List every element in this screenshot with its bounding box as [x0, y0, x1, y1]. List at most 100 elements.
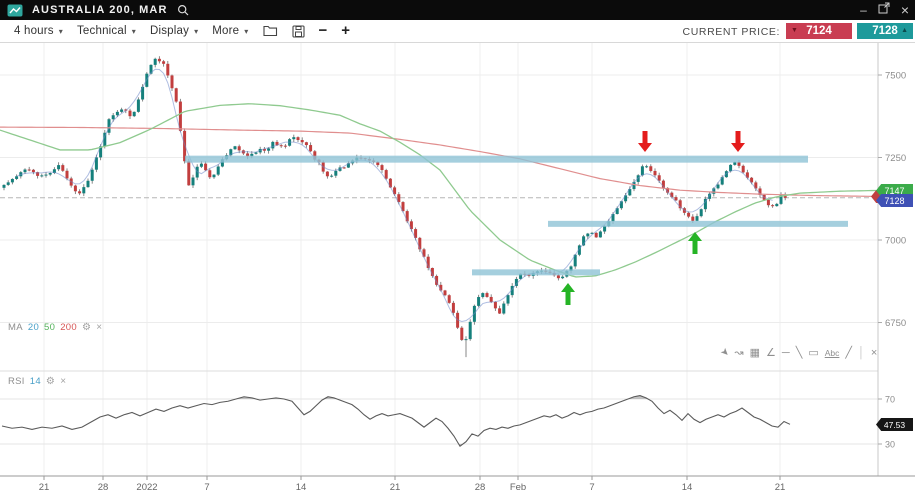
chart-toolbar: 4 hours ▾ Technical ▾ Display ▾ More ▾ − + C…: [0, 20, 915, 43]
line-tool[interactable]: ╱: [845, 347, 852, 359]
candle: [716, 184, 720, 189]
open-folder-icon[interactable]: [262, 25, 278, 37]
candle: [157, 58, 161, 62]
candle: [31, 169, 35, 173]
candle: [296, 137, 300, 141]
save-icon[interactable]: [291, 24, 305, 38]
minimize-button[interactable]: –: [860, 3, 867, 17]
candle: [712, 188, 716, 194]
price-axis-label: 7000: [885, 236, 906, 247]
candle: [40, 175, 44, 177]
candle: [237, 146, 241, 151]
candle: [115, 111, 119, 116]
close-tool[interactable]: ×: [870, 347, 878, 359]
candle: [388, 178, 392, 188]
text-tool[interactable]: Abc: [824, 348, 840, 358]
candle: [506, 295, 510, 304]
time-axis-label: 14: [296, 482, 307, 493]
candle: [107, 119, 111, 133]
buy-price-button[interactable]: 7128 ▲: [857, 23, 913, 39]
ma50-price-tag: 7147: [876, 184, 913, 197]
chevron-down-icon: ▾: [194, 26, 199, 36]
candle: [632, 181, 636, 190]
instrument-title: AUSTRALIA 200, MAR: [32, 4, 168, 16]
rsi-line: [1, 395, 791, 448]
pointer-tool[interactable]: ➤: [717, 345, 732, 360]
candle: [405, 211, 409, 222]
rsi-axis-label: 70: [885, 395, 895, 405]
chevron-down-icon: ▾: [131, 26, 136, 36]
display-dropdown[interactable]: Display ▾: [149, 25, 199, 37]
green-up-arrow: [561, 283, 575, 305]
zoom-in-button[interactable]: +: [341, 22, 351, 39]
candle: [422, 249, 426, 257]
candle: [397, 194, 401, 203]
channel-tool[interactable]: ∠: [766, 347, 776, 359]
trendline-tool[interactable]: ╲: [795, 347, 803, 359]
candle: [346, 163, 350, 168]
candle: [678, 200, 682, 209]
rsi-indicator-label: RSI 14 ⚙ ×: [8, 376, 66, 387]
candle: [754, 182, 758, 189]
horizontal-line-tool[interactable]: ─: [781, 347, 790, 359]
rsi-label-text: RSI: [8, 376, 25, 387]
candle: [766, 199, 770, 206]
candle: [649, 166, 653, 171]
candle: [136, 99, 140, 112]
candle: [724, 171, 728, 178]
candle: [594, 232, 598, 238]
candle: [380, 165, 384, 171]
candle: [758, 188, 762, 195]
candle: [666, 187, 670, 193]
rsi-axis-label: 30: [885, 440, 895, 450]
candle: [657, 175, 661, 181]
candle: [233, 146, 237, 150]
close-button[interactable]: ×: [900, 2, 909, 18]
candle: [733, 162, 737, 165]
candle: [489, 296, 493, 302]
candle: [569, 266, 573, 271]
candle: [779, 194, 783, 204]
popout-button[interactable]: [878, 1, 890, 19]
rectangle-tool[interactable]: ▭: [808, 347, 819, 359]
close-icon[interactable]: ×: [60, 376, 67, 387]
support_low-level-band: [472, 269, 600, 276]
sell-price-button[interactable]: ▼ 7124: [786, 23, 852, 39]
candle: [279, 145, 283, 147]
candle: [313, 151, 317, 160]
more-dropdown[interactable]: More ▾: [212, 25, 249, 37]
candle: [628, 189, 632, 196]
interval-dropdown[interactable]: 4 hours ▾: [14, 25, 63, 37]
price-axis-label: 7500: [885, 71, 906, 82]
zoom-out-button[interactable]: −: [318, 22, 328, 39]
candle: [304, 142, 308, 146]
close-icon[interactable]: ×: [96, 322, 103, 333]
candle: [178, 101, 182, 131]
time-axis-label: 7: [589, 482, 594, 493]
candle: [619, 201, 623, 209]
candle: [325, 171, 329, 177]
technical-dropdown[interactable]: Technical ▾: [76, 25, 136, 37]
app-logo-icon: [7, 4, 23, 17]
drawing-toolbar: ➤ ↝ ▦ ∠ ─ ╲ ▭ Abc ╱ │ ×: [714, 345, 878, 361]
candle: [510, 285, 514, 296]
candle: [73, 185, 77, 192]
search-icon[interactable]: [177, 4, 190, 17]
freehand-tool[interactable]: ↝: [734, 347, 744, 359]
candle: [149, 64, 153, 74]
up-arrow-icon: ▲: [901, 27, 908, 34]
candle: [493, 301, 497, 309]
current-price-tag: 7128: [876, 194, 913, 207]
candle: [519, 273, 523, 279]
candle: [254, 152, 258, 154]
grid-tool[interactable]: ▦: [749, 347, 761, 359]
candle: [603, 226, 607, 232]
candle: [191, 177, 195, 186]
gear-icon[interactable]: ⚙: [81, 322, 92, 333]
ma-label-text: MA: [8, 322, 23, 333]
candle: [611, 213, 615, 222]
candle: [451, 302, 455, 313]
gear-icon[interactable]: ⚙: [45, 376, 56, 387]
time-axis-label: 28: [475, 482, 486, 493]
